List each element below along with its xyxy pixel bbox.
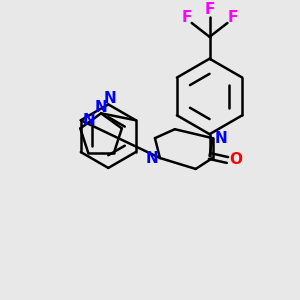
Text: F: F (204, 2, 215, 16)
Text: N: N (214, 130, 227, 146)
Text: N: N (146, 151, 158, 166)
Text: N: N (82, 113, 95, 128)
Text: F: F (227, 11, 238, 26)
Text: O: O (229, 152, 242, 167)
Text: N: N (95, 100, 107, 115)
Text: F: F (182, 11, 192, 26)
Text: N: N (104, 91, 117, 106)
